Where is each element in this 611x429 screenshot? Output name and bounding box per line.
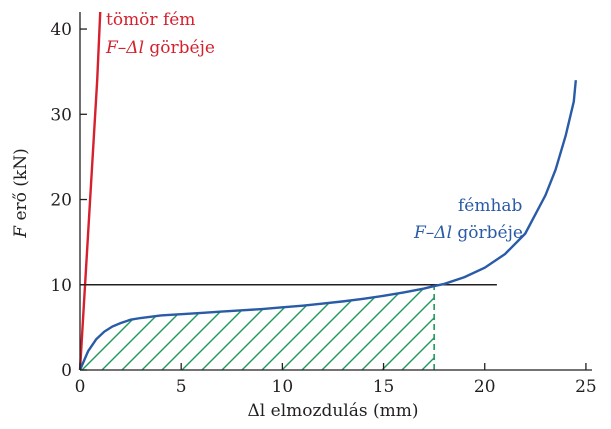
y-tick-labels: 0 10 20 30 40 (50, 20, 72, 381)
y-tick-label: 30 (50, 105, 72, 125)
hatch-line (319, 286, 435, 370)
series-label-solid-metal-line1: tömör fém (106, 10, 195, 30)
hatch-line (339, 286, 435, 370)
hatch-line (80, 286, 435, 370)
hatch-line (560, 0, 611, 372)
hatch-line (419, 286, 435, 370)
hatch-line (239, 286, 435, 370)
hatch-line (480, 0, 611, 372)
hatch-line (440, 0, 611, 372)
y-tick-label: 20 (50, 191, 72, 211)
y-tick-label: 0 (61, 361, 72, 381)
hatch-line (500, 0, 611, 372)
x-tick-label: 0 (75, 377, 86, 397)
x-axis-label: Δl elmozdulás (mm) (248, 401, 419, 421)
hatch-line (359, 286, 435, 370)
y-tick-marks (80, 28, 87, 371)
hatch-line (299, 286, 435, 370)
x-tick-label: 20 (474, 377, 496, 397)
hatch-line (399, 286, 435, 370)
x-tick-marks (79, 363, 587, 370)
hatch-line (199, 286, 435, 370)
series-line-metal-foam (78, 80, 578, 371)
series-label-metal-foam-line1: fémhab (458, 196, 523, 216)
series-line-solid-metal (78, 11, 102, 371)
hatch-line (520, 0, 611, 372)
x-tick-labels: 0 5 10 15 20 25 (75, 377, 597, 397)
series-label-solid-metal-line2: F–Δl görbéje (105, 38, 215, 58)
hatch-line (580, 0, 611, 372)
hatch-line (600, 0, 611, 372)
x-tick-label: 25 (575, 377, 597, 397)
x-tick-label: 5 (176, 377, 187, 397)
series-label-metal-foam-line2: F–Δl görbéje (413, 223, 523, 243)
hatch-line (460, 0, 611, 372)
hatch-line (159, 286, 435, 370)
x-tick-label: 15 (373, 377, 395, 397)
y-axis-label: F erő (kN) (11, 148, 31, 238)
hatch-line (259, 286, 435, 370)
y-tick-label: 40 (50, 20, 72, 40)
x-tick-label: 10 (272, 377, 294, 397)
hatch-line (540, 0, 611, 372)
y-tick-label: 10 (50, 276, 72, 296)
hatch-line (279, 286, 435, 370)
hatch-line (379, 286, 435, 370)
hatch-line (179, 286, 435, 370)
